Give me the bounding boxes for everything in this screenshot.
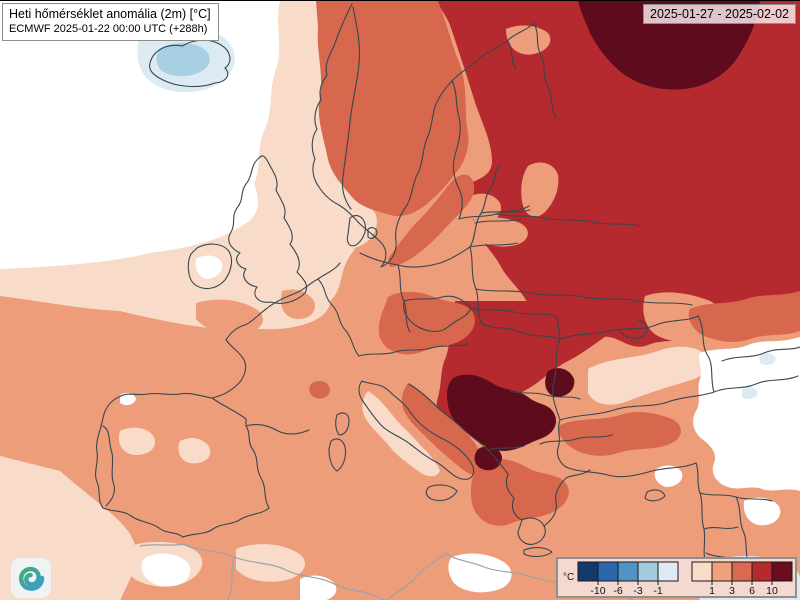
borders-balkans bbox=[487, 390, 613, 451]
country-borders bbox=[95, 3, 800, 590]
border-pyrenees bbox=[211, 397, 310, 435]
legend-swatch-cold-2 bbox=[617, 561, 639, 582]
border-germany-poland-czech bbox=[397, 264, 472, 333]
border-austria-hungary bbox=[358, 343, 468, 357]
spiral-cyclone-icon bbox=[19, 566, 45, 591]
coastline-south-spain bbox=[102, 507, 270, 538]
coastline-med-islands bbox=[328, 412, 458, 502]
legend-tick-warm-0: 1 bbox=[709, 585, 715, 596]
legend-swatch-cold-4 bbox=[657, 561, 679, 582]
legend-swatch-cold-1 bbox=[597, 561, 619, 582]
coastline-great-britain bbox=[228, 155, 308, 304]
coastline-black-sea bbox=[552, 315, 715, 421]
borders-caucasus bbox=[713, 346, 800, 393]
coastline-white-sea bbox=[451, 22, 557, 119]
legend-tick-cold-1: -6 bbox=[613, 585, 622, 596]
coastline-channel bbox=[225, 262, 341, 341]
border-belarus bbox=[495, 213, 641, 227]
legend-swatch-warm-3 bbox=[751, 561, 773, 582]
coastline-ireland bbox=[187, 243, 233, 289]
coastline-iceland bbox=[149, 39, 231, 88]
legend-swatch-warm-2 bbox=[731, 561, 753, 582]
legend-ticks bbox=[597, 581, 773, 585]
coastline-baltics bbox=[469, 164, 531, 248]
coastline-crete bbox=[523, 547, 553, 557]
coastline-marmara bbox=[556, 419, 567, 468]
coastline-cyprus bbox=[644, 489, 666, 502]
coastline-italy bbox=[358, 380, 475, 480]
legend-swatch-warm-0 bbox=[691, 561, 713, 582]
color-scale-legend: °C -10 -6 -3 -1 1 bbox=[556, 557, 797, 598]
legend-swatch-cold-3 bbox=[637, 561, 659, 582]
coastline-biscay bbox=[211, 339, 247, 399]
borders-levant bbox=[699, 492, 775, 590]
coastline-turkey-south bbox=[565, 462, 701, 494]
legend-tick-cold-3: -1 bbox=[653, 585, 662, 596]
map-title: Heti hőmérséklet anomália (2m) [°C] bbox=[9, 7, 211, 21]
border-france-germany bbox=[317, 278, 360, 357]
title-box: Heti hőmérséklet anomália (2m) [°C] ECMW… bbox=[2, 3, 219, 41]
legend-swatch-cold-0 bbox=[577, 561, 599, 582]
coastline-sweden bbox=[358, 80, 453, 268]
valid-period-badge: 2025-01-27 - 2025-02-02 bbox=[643, 4, 796, 24]
legend-tick-warm-1: 3 bbox=[729, 585, 735, 596]
coastline-east-spain bbox=[245, 425, 270, 509]
border-carpathians bbox=[470, 307, 561, 340]
legend-scale: °C -10 -6 -3 -1 1 bbox=[563, 561, 793, 596]
provider-logo bbox=[11, 558, 51, 598]
legend-swatch-warm-4 bbox=[771, 561, 793, 582]
anomaly-layer-midblue bbox=[156, 43, 210, 77]
border-portugal-spain bbox=[102, 425, 115, 507]
legend-swatch-warm-1 bbox=[711, 561, 733, 582]
coastline-denmark bbox=[346, 215, 378, 247]
anomaly-layer-orange bbox=[309, 1, 800, 526]
legend-tick-cold-0: -10 bbox=[590, 585, 605, 596]
coastline-baltic-south bbox=[359, 246, 471, 268]
border-ukraine-russia bbox=[475, 288, 693, 306]
coastline-portugal bbox=[95, 395, 122, 509]
coastline-dalmatia bbox=[408, 383, 509, 475]
legend-tick-warm-3: 10 bbox=[766, 585, 778, 596]
coastline-norway bbox=[311, 3, 360, 224]
coastline-greece bbox=[505, 469, 591, 545]
legend-tick-warm-2: 6 bbox=[749, 585, 755, 596]
legend-tick-cold-2: -3 bbox=[633, 585, 642, 596]
model-run-info: ECMWF 2025-01-22 00:00 UTC (+288h) bbox=[9, 23, 208, 35]
coastline-north-spain bbox=[120, 392, 213, 399]
legend-unit-label: °C bbox=[563, 572, 574, 583]
border-norway-sweden bbox=[341, 6, 361, 210]
